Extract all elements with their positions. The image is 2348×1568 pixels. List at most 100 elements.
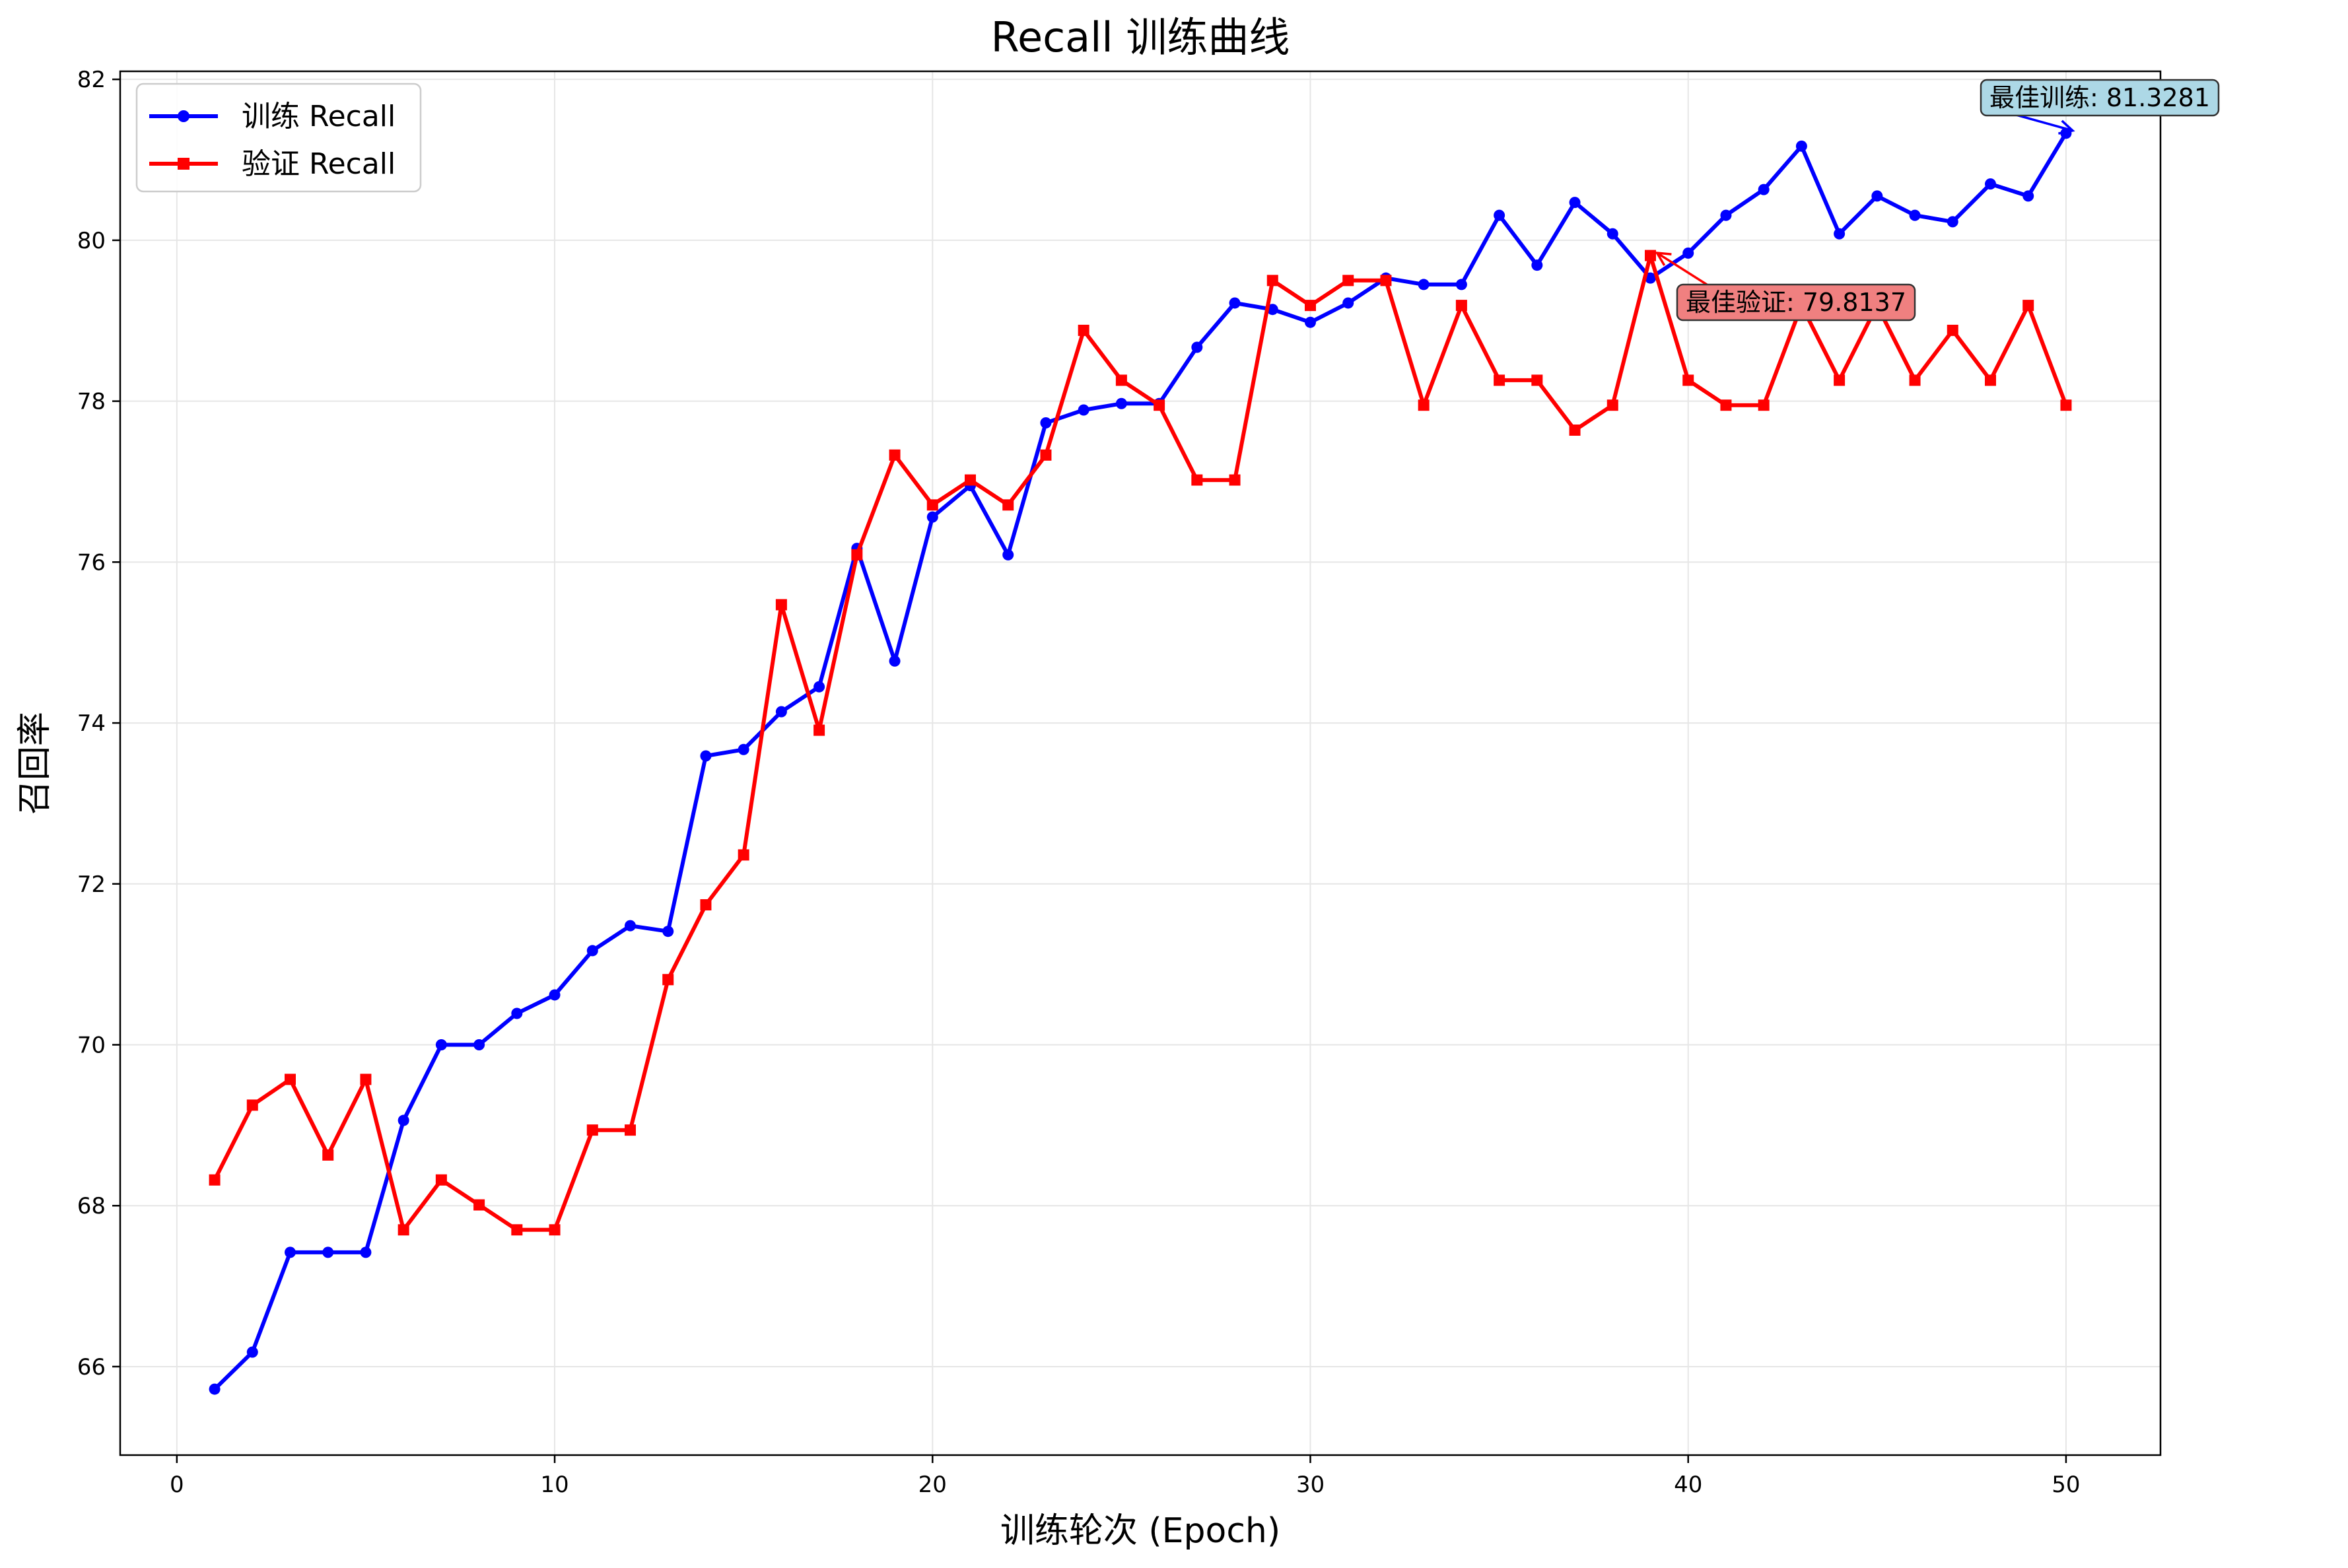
y-tick-label: 72 <box>77 871 106 898</box>
data-point <box>1115 397 1127 409</box>
data-point <box>1909 209 1921 221</box>
data-point <box>2022 190 2034 202</box>
data-point <box>851 549 863 561</box>
data-point <box>1455 300 1467 312</box>
legend-marker <box>178 158 190 170</box>
data-point <box>285 1246 296 1258</box>
data-point <box>1494 374 1505 386</box>
data-point <box>813 724 825 736</box>
data-point <box>1720 399 1732 411</box>
data-point <box>586 945 598 957</box>
data-point <box>662 974 674 986</box>
data-point <box>1871 190 1883 202</box>
y-tick-label: 66 <box>77 1354 106 1381</box>
annotation-text: 最佳训练: 81.3281 <box>1989 83 2210 112</box>
data-point <box>397 1114 409 1126</box>
y-tick-label: 68 <box>77 1193 106 1219</box>
data-point <box>1266 304 1278 316</box>
y-tick-label: 74 <box>77 710 106 737</box>
data-point <box>1795 140 1807 152</box>
data-point <box>1947 324 1958 336</box>
data-point <box>625 1124 636 1136</box>
data-point <box>926 499 938 511</box>
legend-entry-train: 训练 Recall <box>149 100 396 133</box>
data-point <box>1191 341 1203 353</box>
data-point <box>1115 374 1127 386</box>
annotation-arrow <box>1656 252 1708 286</box>
legend: 训练 Recall 验证 Recall <box>135 83 422 193</box>
data-point <box>209 1174 221 1186</box>
data-point <box>246 1346 258 1358</box>
data-point <box>1909 374 1921 386</box>
data-point <box>1266 275 1278 287</box>
grid <box>120 71 2160 1455</box>
data-point <box>549 989 561 1001</box>
x-tick-label: 40 <box>1674 1472 1702 1498</box>
data-point <box>322 1149 334 1161</box>
data-point <box>586 1124 598 1136</box>
x-tick-label: 10 <box>540 1472 569 1498</box>
data-point <box>1342 297 1354 309</box>
data-point <box>1606 399 1618 411</box>
data-point <box>738 849 749 861</box>
data-point <box>1834 228 1846 240</box>
data-point <box>246 1099 258 1111</box>
data-point <box>1342 275 1354 287</box>
data-point <box>1191 474 1203 486</box>
y-tick-label: 82 <box>77 67 106 93</box>
data-point <box>1078 404 1089 416</box>
x-axis-label: 训练轮次 (Epoch) <box>1000 1511 1280 1551</box>
data-point <box>1985 178 1996 190</box>
y-tick-label: 80 <box>77 228 106 254</box>
data-point <box>1229 297 1241 309</box>
data-point <box>1040 417 1052 429</box>
data-point <box>813 681 825 693</box>
legend-label: 验证 Recall <box>242 147 396 181</box>
data-point <box>1682 374 1694 386</box>
data-point <box>700 750 712 762</box>
data-point <box>1305 300 1316 312</box>
data-point <box>473 1039 485 1051</box>
data-point <box>1418 279 1430 290</box>
data-point <box>775 599 787 611</box>
best-train-annotation: 最佳训练: 81.3281 <box>1980 79 2220 135</box>
data-point <box>511 1007 523 1019</box>
data-point <box>775 706 787 718</box>
series-line <box>213 254 2068 1232</box>
data-point <box>435 1039 447 1051</box>
data-point <box>625 920 636 932</box>
data-point <box>360 1074 372 1085</box>
data-point <box>1078 324 1089 336</box>
data-point <box>700 899 712 910</box>
data-point <box>1002 499 1014 511</box>
y-axis-label: 召回率 <box>15 712 55 815</box>
data-point <box>926 511 938 523</box>
data-point <box>1606 228 1618 240</box>
data-point <box>1947 216 1958 228</box>
data-point <box>397 1224 409 1236</box>
data-point <box>965 474 976 486</box>
data-point <box>1455 279 1467 290</box>
annotation-box <box>1980 79 2220 117</box>
data-point <box>511 1224 523 1236</box>
data-point <box>1531 374 1543 386</box>
data-point <box>209 1383 221 1395</box>
legend-label: 训练 Recall <box>242 100 396 133</box>
data-point <box>473 1199 485 1211</box>
y-tick-label: 70 <box>77 1033 106 1059</box>
data-point <box>1758 399 1770 411</box>
x-tick-label: 50 <box>2052 1472 2080 1498</box>
legend-marker <box>178 110 190 122</box>
data-point <box>889 655 901 667</box>
data-point <box>738 743 749 755</box>
y-tick-label: 76 <box>77 549 106 576</box>
x-tick-label: 0 <box>170 1472 184 1498</box>
data-point <box>2060 399 2072 411</box>
data-point <box>1305 316 1316 328</box>
chart-title: Recall 训练曲线 <box>991 13 1290 61</box>
data-point <box>1154 399 1165 411</box>
legend-entry-val: 验证 Recall <box>149 147 396 181</box>
series-layer <box>209 127 2072 1395</box>
data-point <box>360 1246 372 1258</box>
